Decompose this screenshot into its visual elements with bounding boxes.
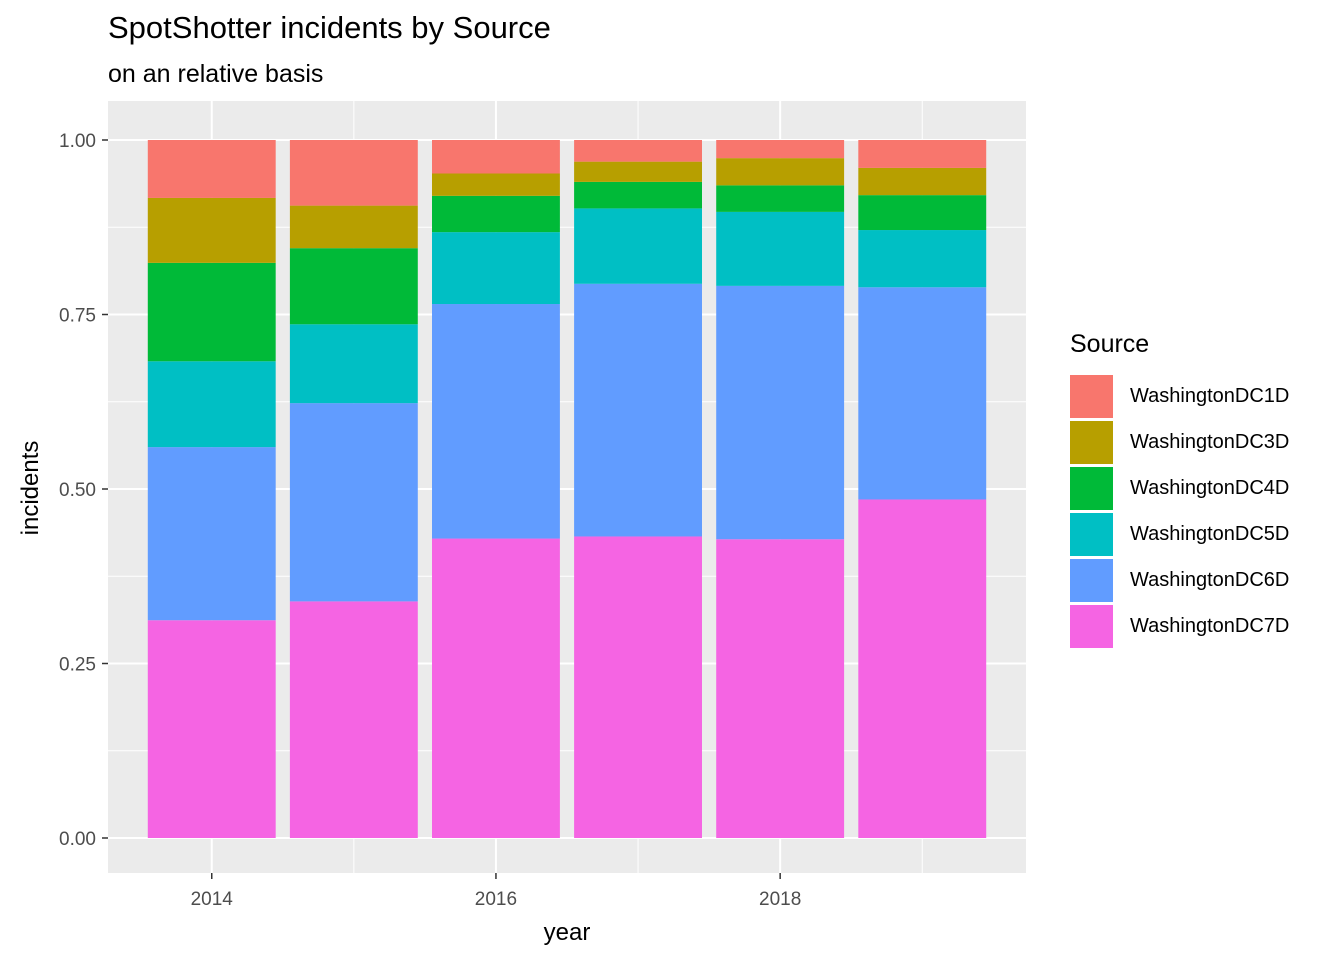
axes: 0.00 0.25 0.50 0.75 1.00 2014 2016 2018	[59, 131, 801, 910]
y-tick-label: 0.25	[59, 655, 96, 676]
chart-title: SpotShotter incidents by Source	[108, 10, 551, 45]
bar-segment-WashingtonDC5D-2019	[858, 230, 987, 288]
legend-label: WashingtonDC5D	[1130, 522, 1290, 545]
legend-label: WashingtonDC7D	[1130, 614, 1290, 637]
bar-segment-WashingtonDC7D-2019	[858, 499, 987, 838]
y-axis-title: incidents	[17, 441, 44, 536]
bar-segment-WashingtonDC1D-2016	[432, 140, 560, 174]
bar-segment-WashingtonDC7D-2017	[574, 536, 702, 838]
bar-segment-WashingtonDC5D-2018	[716, 211, 845, 286]
bars	[147, 140, 987, 838]
y-tick-label: 0.75	[59, 306, 96, 327]
legend-key	[1070, 420, 1113, 464]
legend-key	[1070, 466, 1113, 510]
bar-segment-WashingtonDC4D-2017	[574, 181, 702, 209]
bar-segment-WashingtonDC6D-2018	[716, 285, 845, 540]
bar-segment-WashingtonDC5D-2014	[147, 361, 276, 448]
bar-segment-WashingtonDC7D-2016	[432, 538, 560, 838]
bar-segment-WashingtonDC1D-2017	[574, 140, 702, 162]
legend-item-WashingtonDC7D: WashingtonDC7D	[1070, 603, 1289, 649]
y-tick-label: 1.00	[59, 131, 96, 152]
bar-segment-WashingtonDC4D-2015	[289, 248, 418, 325]
legend-key	[1070, 558, 1113, 602]
bar-segment-WashingtonDC5D-2016	[432, 232, 560, 305]
bar-segment-WashingtonDC4D-2014	[147, 262, 276, 362]
bar-segment-WashingtonDC3D-2018	[716, 158, 845, 186]
y-tick-label: 0.00	[59, 829, 96, 850]
legend-label: WashingtonDC6D	[1130, 568, 1290, 591]
bar-segment-WashingtonDC7D-2015	[289, 601, 418, 838]
legend-label: WashingtonDC3D	[1130, 430, 1290, 453]
legend: Source WashingtonDC1D WashingtonDC3D Washi…	[1070, 330, 1289, 649]
x-tick-label: 2016	[475, 889, 517, 910]
x-axis-title: year	[544, 919, 591, 946]
legend-key	[1070, 374, 1113, 418]
y-tick-label: 0.50	[59, 480, 96, 501]
bar-segment-WashingtonDC6D-2017	[574, 283, 702, 537]
bar-segment-WashingtonDC1D-2019	[858, 140, 987, 168]
bar-segment-WashingtonDC3D-2019	[858, 167, 987, 196]
legend-items: WashingtonDC1D WashingtonDC3D WashingtonDC…	[1070, 373, 1289, 649]
bar-segment-WashingtonDC7D-2018	[716, 539, 845, 838]
legend-label: WashingtonDC4D	[1130, 476, 1290, 499]
bar-segment-WashingtonDC6D-2014	[147, 447, 276, 621]
legend-key	[1070, 604, 1113, 648]
legend-key	[1070, 512, 1113, 556]
bar-segment-WashingtonDC4D-2018	[716, 185, 845, 212]
bar-segment-WashingtonDC3D-2014	[147, 197, 276, 263]
legend-item-WashingtonDC4D: WashingtonDC4D	[1070, 465, 1289, 511]
bar-segment-WashingtonDC4D-2016	[432, 195, 560, 233]
bar-segment-WashingtonDC5D-2017	[574, 208, 702, 284]
x-tick-label: 2018	[759, 889, 801, 910]
x-tick-label: 2014	[191, 889, 234, 910]
legend-label: WashingtonDC1D	[1130, 384, 1290, 407]
bar-segment-WashingtonDC6D-2016	[432, 304, 560, 539]
bar-segment-WashingtonDC7D-2014	[147, 620, 276, 838]
bar-segment-WashingtonDC3D-2016	[432, 173, 560, 196]
bar-segment-WashingtonDC3D-2015	[289, 205, 418, 249]
bar-segment-WashingtonDC6D-2015	[289, 403, 418, 602]
legend-item-WashingtonDC3D: WashingtonDC3D	[1070, 419, 1289, 465]
bar-segment-WashingtonDC1D-2015	[289, 140, 418, 206]
bar-segment-WashingtonDC4D-2019	[858, 195, 987, 231]
bar-segment-WashingtonDC6D-2019	[858, 287, 987, 500]
bar-segment-WashingtonDC3D-2017	[574, 161, 702, 182]
legend-item-WashingtonDC6D: WashingtonDC6D	[1070, 557, 1289, 603]
bar-segment-WashingtonDC5D-2015	[289, 324, 418, 404]
bar-segment-WashingtonDC1D-2014	[147, 140, 276, 198]
bar-segment-WashingtonDC1D-2018	[716, 140, 845, 159]
legend-item-WashingtonDC1D: WashingtonDC1D	[1070, 373, 1289, 419]
legend-item-WashingtonDC5D: WashingtonDC5D	[1070, 511, 1289, 557]
chart-subtitle: on an relative basis	[108, 60, 324, 88]
legend-title: Source	[1070, 330, 1150, 358]
